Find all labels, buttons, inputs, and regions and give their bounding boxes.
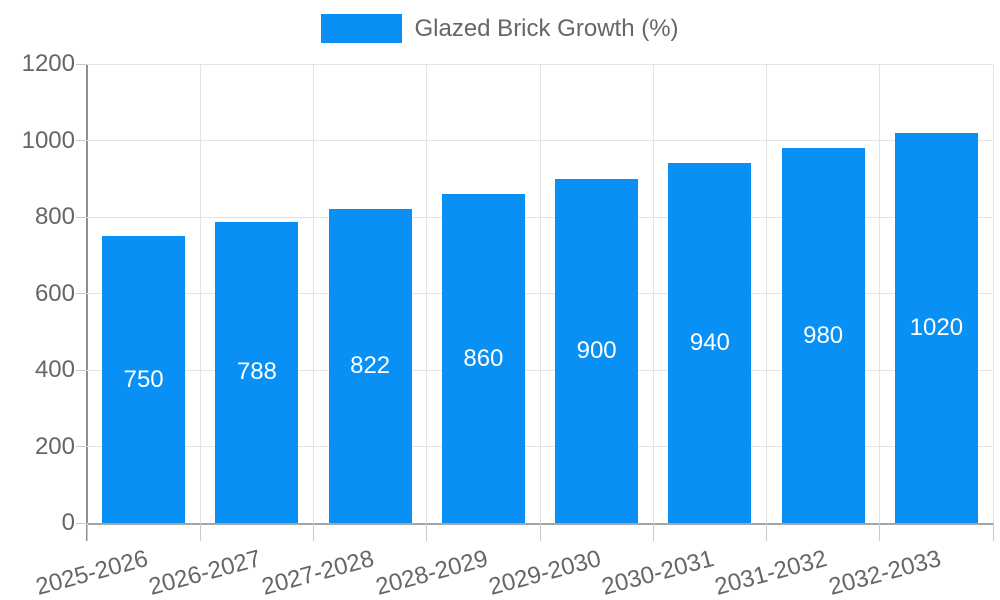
x-tick-label: 2028-2029 — [372, 545, 491, 600]
x-tick-mark — [539, 523, 541, 541]
v-gridline — [199, 64, 201, 523]
y-tick-label: 1000 — [21, 126, 75, 154]
bar[interactable] — [215, 221, 299, 523]
bar[interactable] — [441, 194, 525, 523]
bar[interactable] — [668, 163, 752, 523]
y-tick-mark — [76, 522, 87, 524]
x-tick-label: 2029-2030 — [485, 545, 604, 600]
v-gridline — [539, 64, 541, 523]
v-gridline — [992, 64, 994, 523]
x-tick-label: 2027-2028 — [259, 545, 378, 600]
bar[interactable] — [102, 236, 186, 523]
x-tick-mark — [313, 523, 314, 541]
v-gridline — [652, 64, 654, 523]
x-tick-label: 2025-2026 — [32, 545, 151, 600]
plot-area: 750 788 822 860 900 940 980 1020 — [76, 63, 994, 541]
legend-item[interactable]: Glazed Brick Growth (%) — [0, 14, 1000, 43]
x-tick-label: 2032-2033 — [825, 545, 944, 600]
y-tick-label: 800 — [34, 203, 75, 230]
legend-label: Glazed Brick Growth (%) — [414, 15, 679, 42]
bar[interactable] — [781, 148, 865, 523]
v-gridline — [879, 64, 881, 523]
y-tick-label: 600 — [34, 279, 75, 307]
x-tick-mark — [992, 523, 994, 541]
y-axis-line — [86, 64, 88, 541]
y-tick-mark — [76, 140, 87, 141]
y-tick-mark — [76, 446, 87, 447]
x-tick-mark — [199, 523, 201, 541]
y-axis: 0 200 400 600 800 1000 1200 — [0, 50, 75, 536]
y-tick-label: 400 — [34, 356, 75, 383]
v-gridline — [426, 64, 428, 523]
x-tick-mark — [426, 523, 428, 541]
v-gridline — [766, 64, 767, 523]
y-tick-label: 200 — [34, 432, 75, 460]
y-tick-mark — [76, 63, 87, 65]
x-tick-label: 2030-2031 — [599, 545, 717, 600]
bar[interactable] — [894, 132, 978, 523]
x-tick-label: 2026-2027 — [146, 545, 264, 600]
x-tick-mark — [766, 523, 767, 541]
y-tick-mark — [76, 369, 87, 371]
y-tick-mark — [76, 293, 87, 294]
v-gridline — [313, 64, 314, 523]
x-tick-mark — [86, 523, 88, 541]
bar[interactable] — [328, 208, 412, 523]
bar[interactable] — [555, 178, 639, 523]
x-tick-mark — [879, 523, 881, 541]
y-tick-label: 1200 — [21, 50, 75, 77]
x-tick-label: 2031-2032 — [712, 545, 831, 600]
legend-swatch-icon — [321, 14, 403, 43]
x-axis: 2025-2026 2026-2027 2027-2028 2028-2029 2029… — [33, 523, 993, 600]
y-tick-mark — [76, 216, 87, 218]
y-tick-label: 0 — [61, 509, 75, 536]
x-tick-mark — [652, 523, 654, 541]
